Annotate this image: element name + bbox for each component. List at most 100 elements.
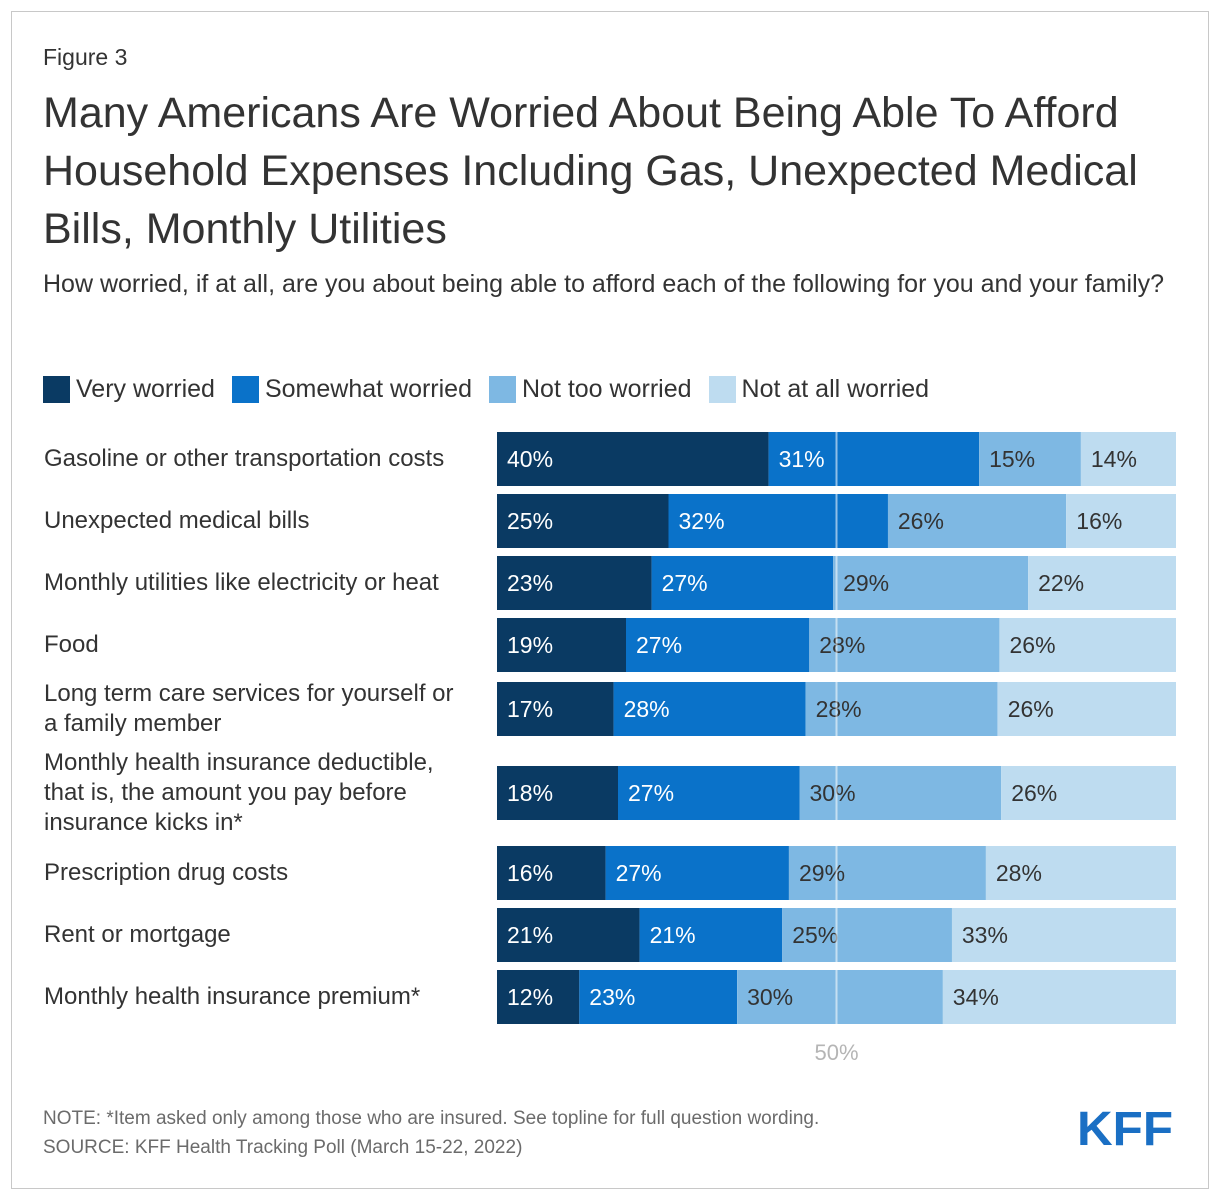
- bar-segment: [1001, 766, 1176, 820]
- bar-segment: [626, 618, 810, 672]
- bar-segment: [1066, 494, 1176, 548]
- bar-segment: [497, 908, 640, 962]
- data-label: 17%: [507, 696, 553, 722]
- data-label: 23%: [589, 984, 635, 1010]
- data-label: 23%: [507, 570, 553, 596]
- data-label: 27%: [662, 570, 708, 596]
- legend-item-somewhat-worried: Somewhat worried: [231, 374, 472, 404]
- data-label: 33%: [962, 922, 1008, 948]
- legend-label: Not too worried: [521, 374, 692, 403]
- bar-segment: [782, 908, 952, 962]
- data-label: 25%: [507, 508, 553, 534]
- data-label: 30%: [747, 984, 793, 1010]
- bar-segment: [737, 970, 943, 1024]
- reference-line-label: 50%: [814, 1040, 858, 1065]
- data-label: 34%: [953, 984, 999, 1010]
- bar-segment: [985, 846, 1176, 900]
- bar-segment: [613, 682, 806, 736]
- data-label: 26%: [898, 508, 944, 534]
- category-label: Rent or mortgage: [44, 921, 231, 948]
- bar-segment: [497, 556, 652, 610]
- note-text: NOTE: *Item asked only among those who a…: [43, 1108, 820, 1129]
- data-label: 30%: [810, 780, 856, 806]
- data-label: 25%: [792, 922, 838, 948]
- category-label: Monthly utilities like electricity or he…: [44, 569, 439, 596]
- bar-segment: [497, 766, 618, 820]
- kff-logo-text: KFF: [1077, 1107, 1173, 1149]
- bar-segment: [605, 846, 789, 900]
- data-label: 27%: [616, 860, 662, 886]
- category-label: Prescription drug costs: [44, 859, 289, 886]
- bar-segment: [942, 970, 1176, 1024]
- legend-label: Very worried: [76, 374, 215, 403]
- legend-swatch: [231, 375, 259, 403]
- data-label: 16%: [1076, 508, 1122, 534]
- data-label: 19%: [507, 632, 553, 658]
- data-label: 15%: [989, 446, 1035, 472]
- legend-item-very-worried: Very worried: [43, 375, 215, 404]
- bar-segment: [999, 618, 1176, 672]
- bar-segment: [497, 618, 626, 672]
- chart-subtitle: How worried, if at all, are you about be…: [43, 270, 1165, 298]
- legend-item-not-at-all-worried: Not at all worried: [708, 374, 930, 404]
- data-label: 12%: [507, 984, 553, 1010]
- data-label: 32%: [679, 508, 725, 534]
- legend-item-not-too-worried: Not too worried: [488, 374, 692, 404]
- data-label: 29%: [799, 860, 845, 886]
- data-label: 21%: [507, 922, 553, 948]
- data-label: 14%: [1091, 446, 1137, 472]
- bar-segment: [1028, 556, 1176, 610]
- bar-segment: [997, 682, 1176, 736]
- bar-segment: [1080, 432, 1176, 486]
- kff-logo: KFF: [1077, 1107, 1173, 1149]
- data-label: 27%: [628, 780, 674, 806]
- data-label: 26%: [1011, 780, 1057, 806]
- category-label: Monthly health insurance premium*: [44, 983, 421, 1010]
- bar-segment: [497, 970, 580, 1024]
- data-label: 28%: [816, 696, 862, 722]
- data-label: 21%: [650, 922, 696, 948]
- bar-segment: [668, 494, 888, 548]
- legend-swatch: [708, 375, 736, 403]
- bar-segment: [833, 556, 1029, 610]
- category-label: Food: [44, 631, 99, 658]
- chart-title: Many Americans Are Worried About Being A…: [43, 89, 1138, 253]
- bar-segment: [789, 846, 986, 900]
- bar-segment: [809, 618, 1000, 672]
- legend-label: Somewhat worried: [264, 374, 472, 403]
- data-label: 22%: [1038, 570, 1084, 596]
- legend-swatch: [43, 375, 70, 403]
- figure-label: Figure 3: [43, 44, 128, 70]
- bar-segment: [979, 432, 1081, 486]
- data-label: 40%: [507, 446, 553, 472]
- category-label: Gasoline or other transportation costs: [44, 445, 445, 472]
- bar-segment: [951, 908, 1176, 962]
- data-label: 28%: [624, 696, 670, 722]
- data-label: 28%: [996, 860, 1042, 886]
- category-label: Unexpected medical bills: [44, 507, 310, 534]
- data-label: 27%: [636, 632, 682, 658]
- data-label: 29%: [843, 570, 889, 596]
- bar-segment: [497, 682, 614, 736]
- bar-segment: [651, 556, 834, 610]
- legend-swatch: [488, 375, 516, 403]
- bar-segment: [497, 432, 769, 486]
- data-label: 31%: [779, 446, 825, 472]
- category-label: Long term care services for yourself or …: [44, 680, 454, 737]
- category-label: Monthly health insurance deductible, tha…: [44, 749, 434, 836]
- bar-segment: [768, 432, 980, 486]
- bar-segment: [799, 766, 1002, 820]
- data-label: 28%: [819, 632, 865, 658]
- bar-segment: [639, 908, 783, 962]
- chart-legend: Very worried Somewhat worried Not too wo…: [43, 372, 946, 406]
- bar-segment: [887, 494, 1067, 548]
- chart-notes: NOTE: *Item asked only among those who a…: [43, 1104, 819, 1162]
- data-label: 18%: [507, 780, 553, 806]
- source-text: SOURCE: KFF Health Tracking Poll (March …: [43, 1137, 523, 1158]
- bar-segment: [618, 766, 800, 820]
- bar-segment: [497, 494, 669, 548]
- data-label: 16%: [507, 860, 553, 886]
- legend-label: Not at all worried: [741, 374, 930, 403]
- bar-segment: [579, 970, 737, 1024]
